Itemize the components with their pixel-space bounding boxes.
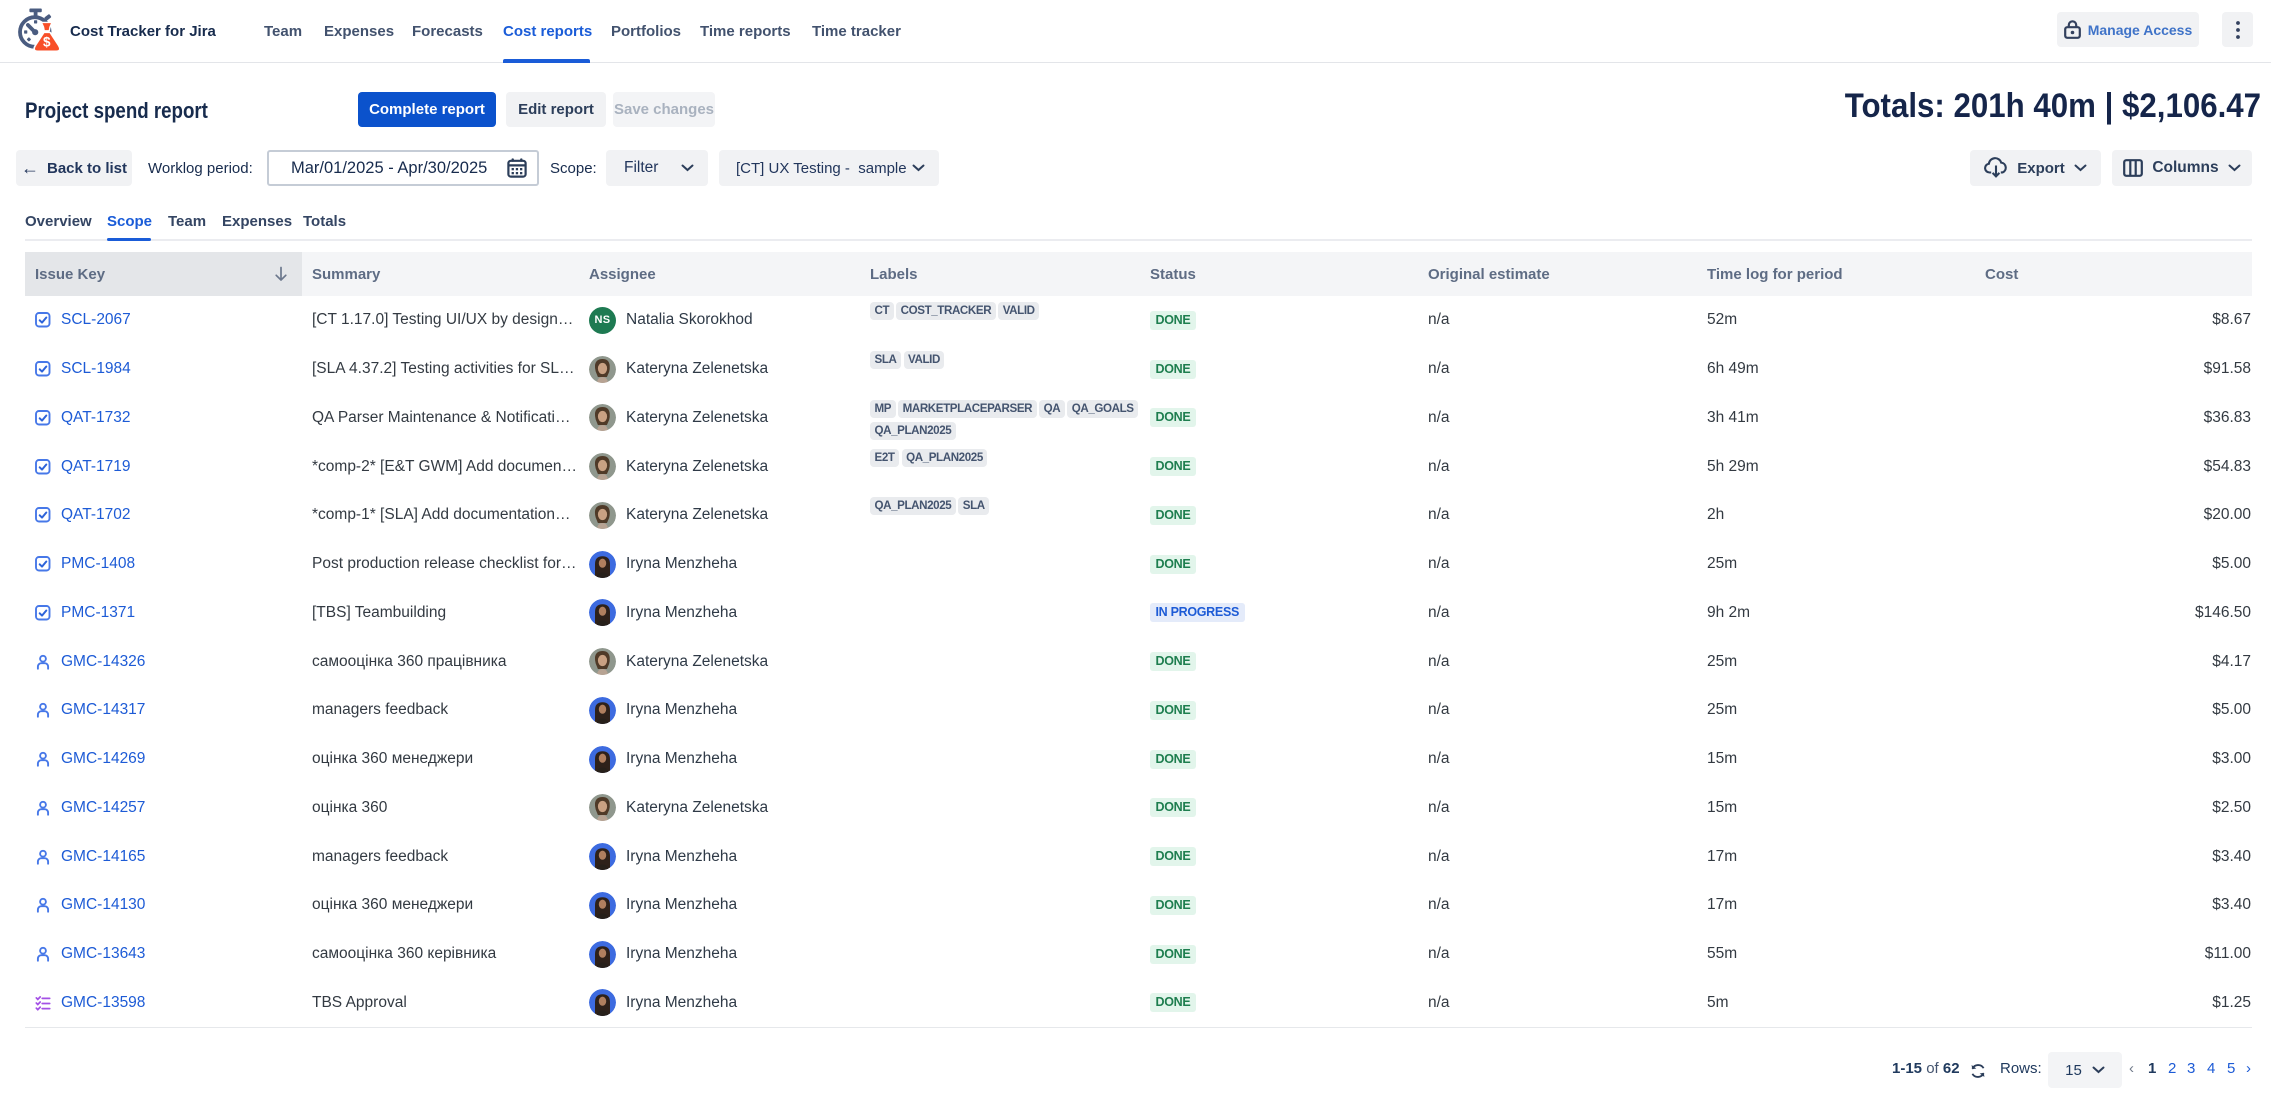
svg-text:$: $ (43, 34, 51, 49)
